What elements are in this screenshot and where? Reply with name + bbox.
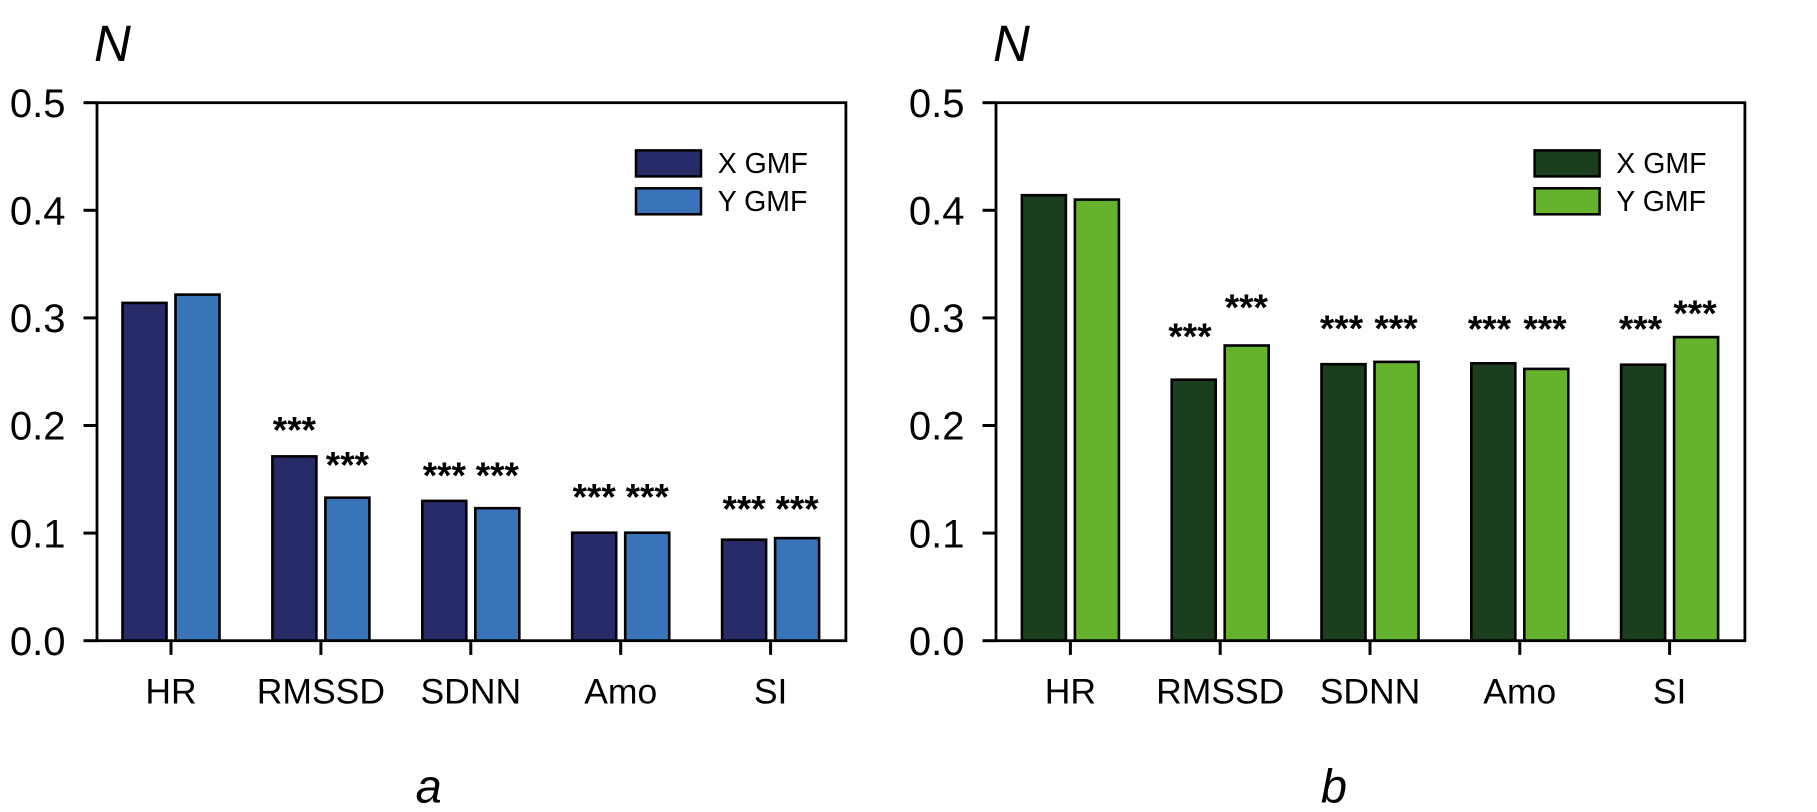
svg-text:***: *** [573,477,617,518]
svg-text:0.4: 0.4 [10,190,66,234]
svg-text:***: *** [1320,308,1364,349]
svg-text:N: N [94,15,131,72]
svg-text:***: *** [1374,308,1418,349]
svg-text:SDNN: SDNN [421,671,522,711]
svg-text:Amo: Amo [584,671,657,711]
svg-text:X GMF: X GMF [1616,148,1706,180]
svg-text:Y GMF: Y GMF [718,186,808,218]
svg-text:0.0: 0.0 [909,620,965,664]
svg-text:0.1: 0.1 [909,512,965,556]
svg-text:0.5: 0.5 [909,82,965,126]
svg-text:SDNN: SDNN [1320,671,1421,711]
svg-text:0.2: 0.2 [909,405,965,449]
svg-text:RMSSD: RMSSD [1156,671,1284,711]
svg-text:Y GMF: Y GMF [1616,186,1706,218]
svg-text:0.0: 0.0 [10,620,66,664]
svg-text:***: *** [1225,287,1269,328]
svg-text:a: a [416,759,442,812]
svg-text:***: *** [1619,308,1663,349]
svg-text:b: b [1321,759,1347,812]
svg-text:***: *** [1168,316,1212,357]
svg-text:***: *** [1523,308,1567,349]
svg-text:RMSSD: RMSSD [257,671,385,711]
svg-text:***: *** [476,455,520,496]
svg-text:HR: HR [145,671,196,711]
svg-text:HR: HR [1045,671,1096,711]
svg-text:Amo: Amo [1483,671,1556,711]
svg-text:***: *** [775,489,819,530]
svg-text:X GMF: X GMF [718,148,808,180]
svg-text:***: *** [326,445,370,486]
svg-text:***: *** [1673,293,1717,334]
svg-text:SI: SI [754,671,788,711]
svg-text:***: *** [1468,308,1512,349]
svg-text:***: *** [722,489,766,530]
svg-text:0.3: 0.3 [10,297,66,341]
svg-text:0.2: 0.2 [10,405,66,449]
svg-text:0.4: 0.4 [909,190,965,234]
svg-text:0.1: 0.1 [10,512,66,556]
svg-text:SI: SI [1653,671,1687,711]
svg-text:***: *** [273,409,317,450]
svg-text:***: *** [626,477,670,518]
svg-text:N: N [993,15,1030,72]
svg-text:0.5: 0.5 [10,82,66,126]
svg-text:***: *** [423,455,467,496]
svg-text:0.3: 0.3 [909,297,965,341]
